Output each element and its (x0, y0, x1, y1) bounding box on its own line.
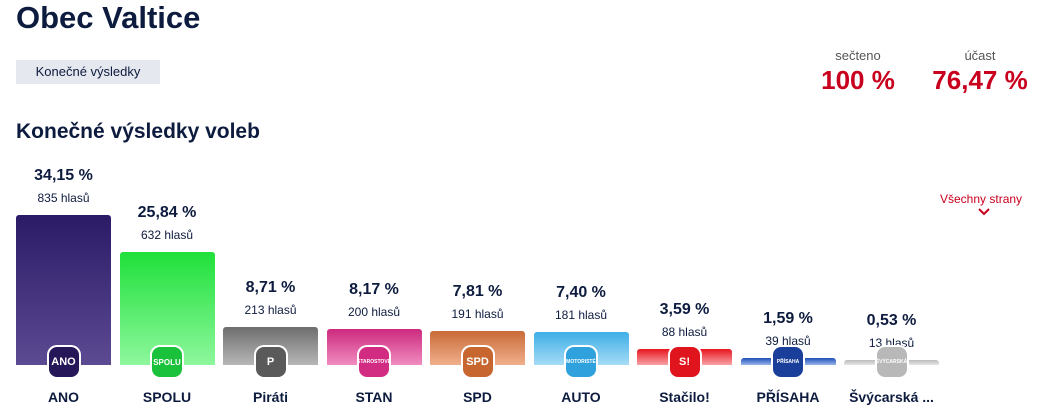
party-logo-icon-5: MOTORISTÉ (566, 347, 596, 377)
votes-label-0: 835 hlasů (37, 191, 90, 205)
party-logo-icon-0: ANO (48, 347, 79, 377)
status-badge: Konečné výsledky (16, 60, 160, 84)
value-label-0: 34,15 % (34, 167, 93, 184)
party-name-2[interactable]: Piráti (252, 389, 288, 405)
all-parties-link[interactable]: Všechny strany (940, 192, 1040, 216)
party-name-8[interactable]: Švýcarská ... (849, 389, 934, 405)
party-logo-icon-7: PŘÍSAHA (773, 347, 803, 377)
bar-0 (16, 215, 111, 365)
turnout-value: 76,47 % (932, 65, 1028, 95)
value-label-1: 25,84 % (137, 203, 197, 221)
votes-label-4: 191 hlasů (451, 306, 504, 321)
value-label-3: 8,17 % (349, 281, 399, 299)
party-name-0[interactable]: ANO (47, 389, 80, 405)
turnout-label: účast (964, 48, 996, 63)
counted-value: 100 % (821, 65, 895, 95)
value-label-2: 8,71 % (245, 278, 296, 296)
page-title: Obec Valtice (16, 0, 201, 35)
votes-label-3: 200 hlasů (347, 305, 401, 320)
value-label-4: 7,81 % (452, 282, 503, 300)
party-name-6[interactable]: Stačilo! (659, 389, 710, 405)
party-logo-icon-3: STAROSTOVÉ (357, 347, 391, 377)
votes-label-7: 39 hlasů (765, 334, 811, 349)
party-name-1[interactable]: SPOLU (142, 389, 192, 405)
counted-stat: sečteno 100 % (818, 48, 898, 96)
turnout-stat: účast 76,47 % (922, 48, 1038, 96)
party-name-4[interactable]: SPD (463, 389, 492, 405)
votes-label-5: 181 hlasů (554, 308, 608, 323)
party-name-7[interactable]: PŘÍSAHA (756, 389, 820, 405)
votes-label-2: 213 hlasů (244, 302, 297, 317)
party-logo-icon-1: SPOLU (152, 347, 182, 377)
bar-1 (119, 251, 215, 365)
counted-label: sečteno (835, 48, 881, 63)
votes-label-8: 13 hlasů (868, 336, 915, 350)
value-label-6: 3,59 % (659, 301, 710, 319)
results-chart: 835 hlasů 34,15 % ANO ANO 632 hlasů 25,84 % SP… (0, 160, 1048, 412)
all-parties-label: Všechny strany (940, 192, 1023, 206)
party-logo-icon-8: ŠVÝCARSKÁ (876, 347, 907, 377)
party-logo-icon-2: P (255, 347, 286, 377)
value-label-7: 1,59 % (763, 310, 813, 328)
section-title: Konečné výsledky voleb (16, 120, 260, 143)
chevron-down-icon (978, 208, 990, 216)
votes-label-1: 632 hlasů (140, 227, 194, 242)
party-name-3[interactable]: STAN (355, 389, 393, 405)
party-logo-icon-4: SPD (462, 347, 493, 377)
value-label-5: 7,40 % (556, 284, 606, 302)
votes-label-6: 88 hlasů (661, 325, 708, 340)
value-label-8: 0,53 % (866, 312, 917, 329)
party-logo-icon-6: S! (669, 347, 700, 377)
party-name-5[interactable]: AUTO (561, 389, 601, 405)
